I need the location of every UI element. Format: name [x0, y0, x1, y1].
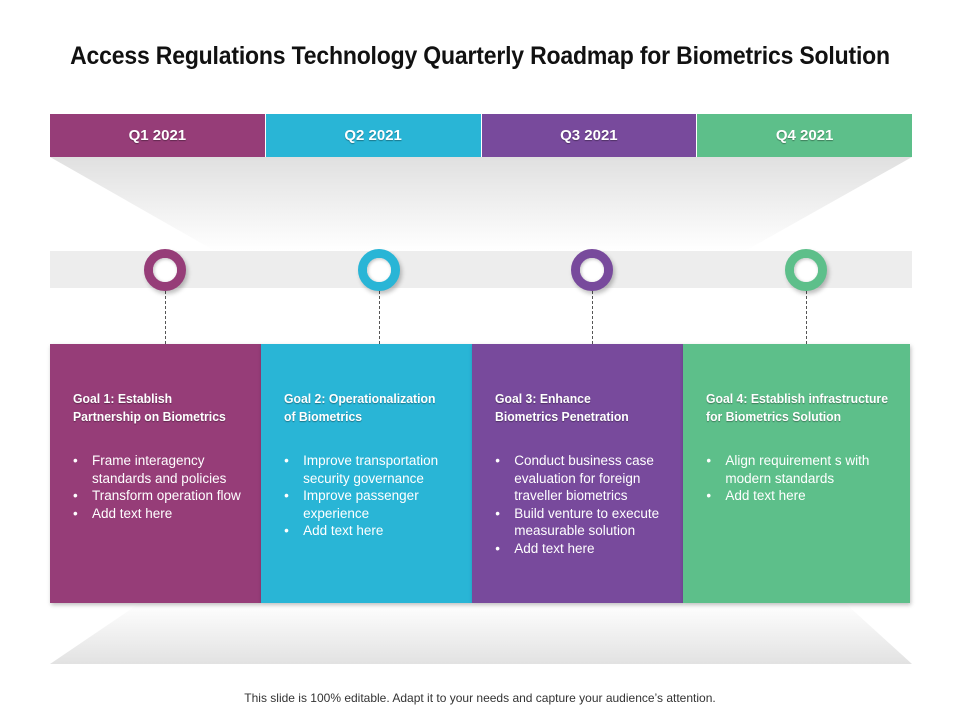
goal-title: Goal 4: Establish infrastructure: [706, 391, 889, 406]
timeline-node-q3: [571, 249, 613, 291]
timeline-node-q4: [785, 249, 827, 291]
footer-note: This slide is 100% editable. Adapt it to…: [244, 691, 716, 705]
connector-line-q1: [165, 291, 166, 344]
quarter-q3: Q3 2021: [481, 114, 698, 157]
quarter-label: Q2 2021: [344, 127, 402, 144]
top-funnel-shape: [50, 157, 912, 251]
goal-bullet-list: Improve transportation security governan…: [284, 452, 462, 540]
goal-card-2: Goal 2: Operationalization of Biometrics…: [261, 344, 473, 603]
quarter-q4: Q4 2021: [697, 114, 912, 157]
connector-line-q4: [806, 291, 807, 344]
goal-bullet: Frame interagency standards and policies: [73, 452, 251, 487]
slide-title: Access Regulations Technology Quarterly …: [70, 42, 890, 70]
goal-bullet: Improve transportation security governan…: [284, 452, 462, 487]
connector-line-q3: [592, 291, 593, 344]
goal-title: Goal 3: Enhance: [495, 391, 592, 406]
quarter-label: Q4 2021: [775, 127, 834, 144]
timeline-band: [50, 251, 912, 288]
goal-cards: Goal 1: Establish Partnership on Biometr…: [50, 344, 910, 603]
goal-title: for Biometrics Solution: [706, 409, 842, 424]
connector-line-q2: [379, 291, 380, 344]
goal-bullet: Align requirement s with modern standard…: [706, 452, 900, 487]
goal-bullet: Add text here: [495, 540, 673, 558]
goal-title: Goal 2: Operationalization: [284, 391, 436, 406]
goal-bullet: Build venture to execute measurable solu…: [495, 505, 673, 540]
timeline-node-q2: [358, 249, 400, 291]
goal-title: Goal 1: Establish: [73, 391, 173, 406]
goal-bullet: Add text here: [73, 505, 251, 523]
goal-bullet: Transform operation flow: [73, 487, 251, 505]
goal-card-1: Goal 1: Establish Partnership on Biometr…: [50, 344, 262, 603]
goal-title: Biometrics Penetration: [495, 409, 630, 424]
goal-title: Partnership on Biometrics: [73, 409, 226, 424]
goal-title: of Biometrics: [284, 409, 363, 424]
quarter-label: Q3 2021: [560, 127, 618, 144]
quarter-q2: Q2 2021: [265, 114, 482, 157]
goal-bullet-list: Align requirement s with modern standard…: [706, 452, 900, 505]
goal-bullet-list: Frame interagency standards and policies…: [73, 452, 251, 522]
goal-card-4: Goal 4: Establish infrastructure for Bio…: [683, 344, 910, 603]
goal-bullet: Add text here: [706, 487, 900, 505]
goal-bullet: Improve passenger experience: [284, 487, 462, 522]
goal-bullet-list: Conduct business case evaluation for for…: [495, 452, 673, 558]
goal-card-3: Goal 3: Enhance Biometrics Penetration C…: [472, 344, 684, 603]
goal-bullet: Conduct business case evaluation for for…: [495, 452, 673, 505]
quarter-q1: Q1 2021: [50, 114, 266, 157]
quarter-header-bar: Q1 2021 Q2 2021 Q3 2021 Q4 2021: [50, 114, 912, 157]
quarter-label: Q1 2021: [128, 127, 187, 144]
goal-bullet: Add text here: [284, 522, 462, 540]
timeline-node-q1: [144, 249, 186, 291]
